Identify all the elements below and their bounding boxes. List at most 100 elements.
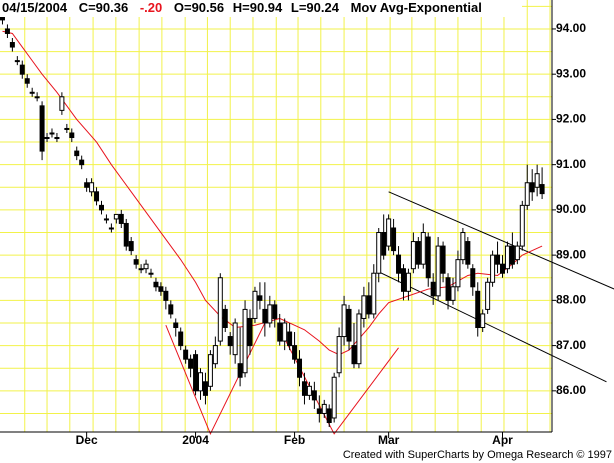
candle-body: [168, 304, 174, 315]
header-low: L=90.24: [291, 0, 340, 15]
candle-body: [247, 317, 253, 347]
candle-body: [485, 281, 491, 310]
candle-body: [242, 308, 248, 374]
candle-body: [193, 354, 199, 392]
candle-body: [79, 159, 85, 166]
candle-body: [480, 313, 486, 329]
candle-body: [133, 259, 139, 265]
candle-body: [118, 213, 124, 224]
candle-body: [9, 42, 15, 48]
candle-body: [202, 381, 208, 396]
candle-body: [341, 304, 347, 338]
candle-body: [188, 358, 194, 369]
candle-body: [499, 263, 505, 274]
candle-body: [292, 345, 298, 360]
candle-body: [440, 245, 446, 274]
candle-body: [237, 363, 243, 378]
header-close: C=90.36: [79, 0, 129, 15]
candle-body: [435, 245, 441, 297]
candle-body: [386, 218, 392, 247]
candle-body: [524, 182, 530, 206]
candle-body: [277, 322, 283, 342]
candle-body: [173, 322, 179, 329]
candle-body: [396, 254, 402, 274]
candle-body: [529, 182, 535, 193]
candle-body: [509, 245, 515, 265]
candle-body: [262, 308, 268, 324]
candle-body: [371, 272, 377, 315]
marks: [0, 10, 614, 436]
candle-body: [98, 204, 104, 211]
candle-body: [539, 184, 545, 195]
candle-body: [460, 232, 466, 261]
candle-body: [153, 281, 159, 288]
candle-body: [252, 290, 258, 319]
candle-body: [183, 349, 189, 360]
candle-body: [287, 331, 293, 347]
candle-body: [24, 78, 30, 84]
y-tick-label: 86.00: [556, 383, 586, 397]
candle-body: [361, 295, 367, 319]
candle-body: [54, 137, 60, 140]
candle-body: [108, 227, 114, 230]
grid: [0, 0, 552, 432]
candle-body: [504, 245, 510, 270]
y-tick-label: 88.00: [556, 293, 586, 307]
candle-body: [19, 64, 25, 75]
candle-body: [4, 28, 10, 34]
candle-body: [450, 286, 456, 301]
candle-body: [331, 376, 337, 419]
candle-body: [29, 91, 35, 94]
candle-body: [59, 96, 65, 111]
candle-body: [212, 345, 218, 365]
candle-body: [232, 322, 238, 356]
footer: Created with SuperCharts by Omega Resear…: [343, 449, 612, 461]
candle-body: [163, 290, 169, 301]
header-study: Mov Avg-Exponential: [351, 0, 482, 15]
candle-body: [94, 191, 100, 202]
y-tick-label: 87.00: [556, 338, 586, 352]
candle-body: [391, 227, 397, 252]
candle-body: [351, 345, 357, 365]
candle-body: [297, 358, 303, 378]
candle-body: [410, 241, 416, 270]
candle-body: [514, 245, 520, 261]
x-tick-label: Dec: [76, 433, 98, 447]
candle-body: [272, 304, 278, 319]
candle-body: [282, 322, 288, 342]
candle-body: [326, 408, 332, 424]
candle-body: [425, 236, 431, 279]
header: 04/15/2004 C=90.36 -.20 O=90.56 H=90.94 …: [2, 0, 482, 15]
candle-body: [222, 308, 228, 329]
candle-body: [465, 241, 471, 265]
candle-body: [217, 277, 223, 342]
candle-body: [415, 241, 421, 265]
candle-body: [14, 60, 20, 63]
header-date: 04/15/2004: [2, 0, 68, 15]
candle-body: [430, 281, 436, 297]
candle-body: [381, 232, 387, 256]
candle-body: [534, 173, 540, 188]
candle-body: [39, 105, 45, 152]
candle-body: [376, 232, 382, 274]
candle-body: [336, 336, 342, 374]
trendline: [378, 271, 607, 383]
candle-body: [519, 204, 525, 247]
candle-body: [316, 408, 322, 414]
candle-body: [495, 254, 501, 265]
candle-body: [400, 268, 406, 292]
candle-body: [74, 150, 80, 157]
candle-body: [34, 96, 40, 99]
candle-body: [138, 268, 144, 271]
candle-body: [490, 254, 496, 283]
x-tick-label: Apr: [492, 433, 513, 447]
candle-body: [455, 259, 461, 288]
candle-body: [306, 385, 312, 396]
candle-body: [475, 290, 481, 329]
candle-body: [267, 304, 273, 324]
candle-body: [123, 222, 129, 247]
candle-body: [89, 182, 95, 193]
ema-line: [2, 30, 543, 356]
y-tick-label: 93.00: [556, 66, 586, 80]
